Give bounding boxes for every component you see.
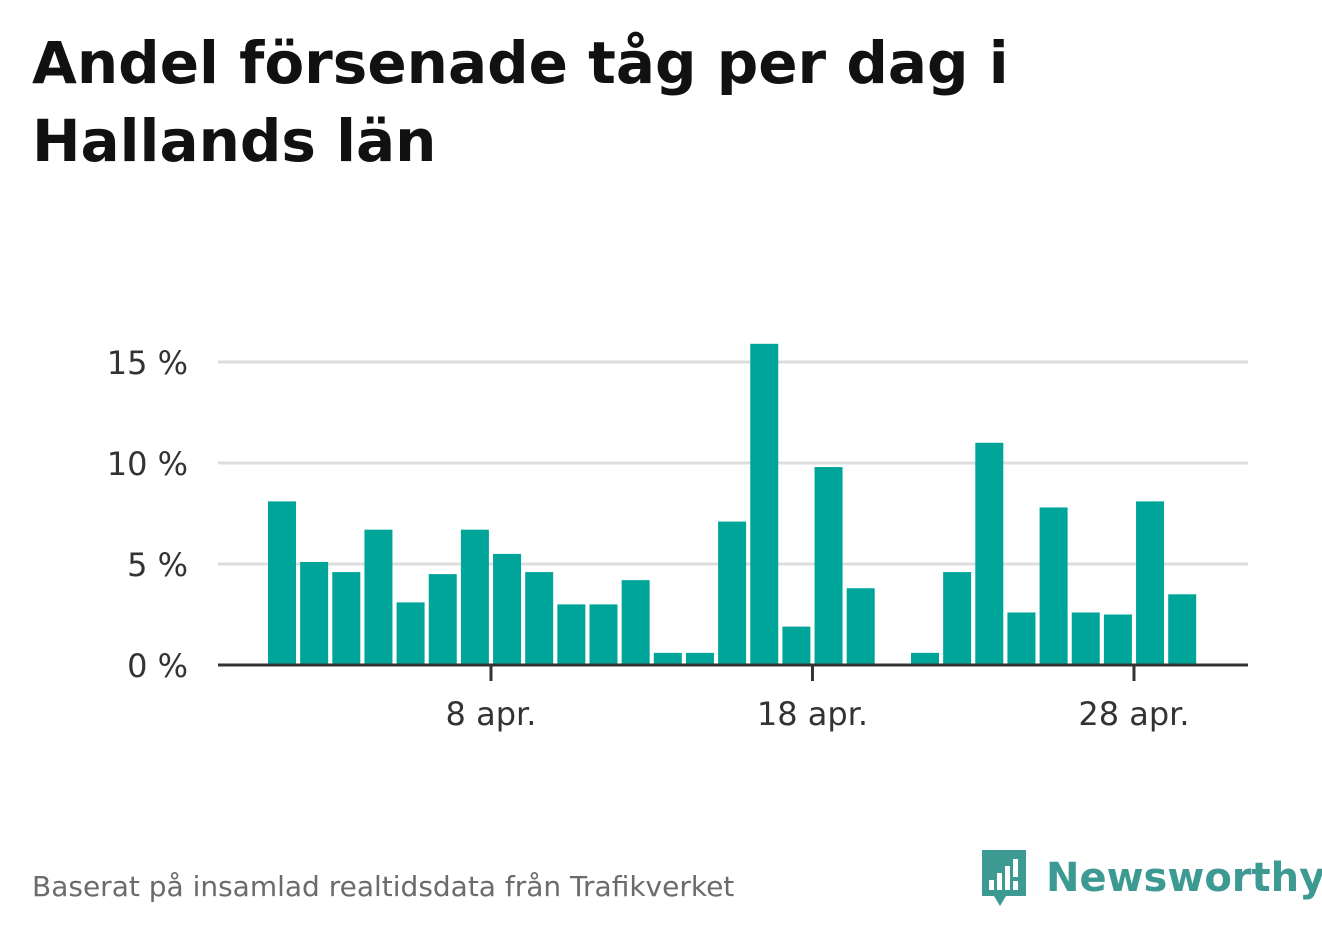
bar bbox=[1136, 501, 1165, 665]
y-tick-label: 10 % bbox=[107, 445, 188, 483]
bar bbox=[685, 652, 714, 665]
bar bbox=[718, 521, 747, 665]
bar bbox=[846, 588, 875, 665]
bar bbox=[396, 602, 425, 665]
bar bbox=[364, 529, 393, 665]
bar bbox=[653, 652, 682, 665]
source-note: Baserat på insamlad realtidsdata från Tr… bbox=[32, 870, 735, 903]
bar bbox=[268, 501, 296, 665]
bar bbox=[1168, 594, 1197, 665]
bar bbox=[814, 467, 843, 665]
y-tick-label: 5 % bbox=[127, 546, 188, 584]
bar bbox=[1007, 612, 1036, 665]
bar bbox=[1071, 612, 1100, 665]
bar bbox=[460, 529, 489, 665]
y-axis-tick-labels: 0 % 5 % 10 % 15 % bbox=[107, 344, 188, 685]
bar bbox=[975, 442, 1004, 665]
bar bbox=[621, 580, 650, 665]
bar bbox=[1103, 614, 1132, 665]
bar bbox=[750, 343, 779, 665]
bar bbox=[1039, 507, 1068, 665]
bars bbox=[268, 343, 1197, 665]
y-tick-label: 0 % bbox=[127, 647, 188, 685]
bar bbox=[493, 553, 522, 665]
x-axis-tick-labels: 8 apr. 18 apr. 28 apr. bbox=[446, 695, 1190, 733]
x-axis bbox=[218, 663, 1248, 681]
y-tick-label: 15 % bbox=[107, 344, 188, 382]
chart-title: Andel försenade tåg per dag i Hallands l… bbox=[32, 29, 1009, 175]
bar bbox=[557, 604, 586, 665]
bar bbox=[943, 572, 972, 665]
brand-logo[interactable]: Newsworthy bbox=[980, 846, 1322, 910]
bar bbox=[782, 626, 811, 665]
bar bbox=[589, 604, 618, 665]
x-tick-label: 28 apr. bbox=[1078, 695, 1189, 733]
bar bbox=[525, 572, 554, 665]
bar bbox=[428, 574, 457, 665]
x-tick-label: 8 apr. bbox=[446, 695, 537, 733]
bar bbox=[300, 561, 329, 665]
brand-name: Newsworthy bbox=[1046, 855, 1322, 901]
bar bbox=[911, 652, 939, 665]
x-tick-label: 18 apr. bbox=[757, 695, 868, 733]
newsworthy-logo-icon bbox=[982, 850, 1026, 906]
bar bbox=[332, 572, 361, 665]
